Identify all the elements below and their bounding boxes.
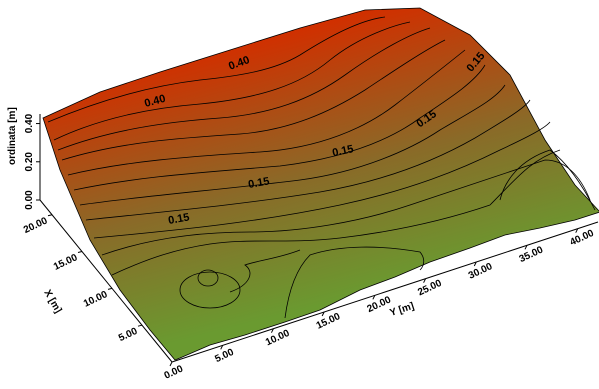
x-axis-label: X [m] (41, 288, 63, 315)
y-tick (220, 345, 224, 350)
surface-top (42, 7, 599, 361)
contour-label: 0.15 (167, 211, 190, 227)
z-tick-label: 0.40 (24, 113, 35, 133)
x-tick (77, 251, 83, 254)
contour-label: 0.40 (143, 93, 167, 110)
y-tick (423, 278, 427, 283)
x-tick-label: 15.00 (52, 252, 80, 273)
y-tick (524, 245, 528, 250)
x-tick-label: 20.00 (22, 215, 50, 236)
contour-label: 0.15 (331, 143, 354, 159)
y-tick (575, 228, 579, 233)
axis-ticks (36, 123, 579, 367)
x-tick-label: 10.00 (82, 289, 110, 310)
y-tick (169, 361, 173, 367)
y-tick (473, 261, 477, 267)
y-tick (270, 328, 274, 333)
x-tick (107, 287, 113, 290)
contour-label: 0.15 (247, 175, 270, 191)
x-tick-label: 5.00 (117, 326, 140, 344)
y-tick (321, 311, 325, 317)
x-tick (137, 324, 143, 327)
contour-lines (47, 16, 596, 319)
y-tick-label: 5.00 (213, 347, 236, 365)
z-tick-label: 0.20 (24, 152, 35, 172)
y-tick (372, 295, 376, 300)
x-tick (47, 214, 53, 217)
y-axis-label: Y [m] (389, 301, 416, 319)
y-tick-label: 0.00 (163, 363, 186, 381)
z-tick-label: 0.00 (24, 190, 35, 210)
z-axis-label: ordinata [m] (7, 107, 18, 165)
x-axis-line (39, 199, 173, 363)
